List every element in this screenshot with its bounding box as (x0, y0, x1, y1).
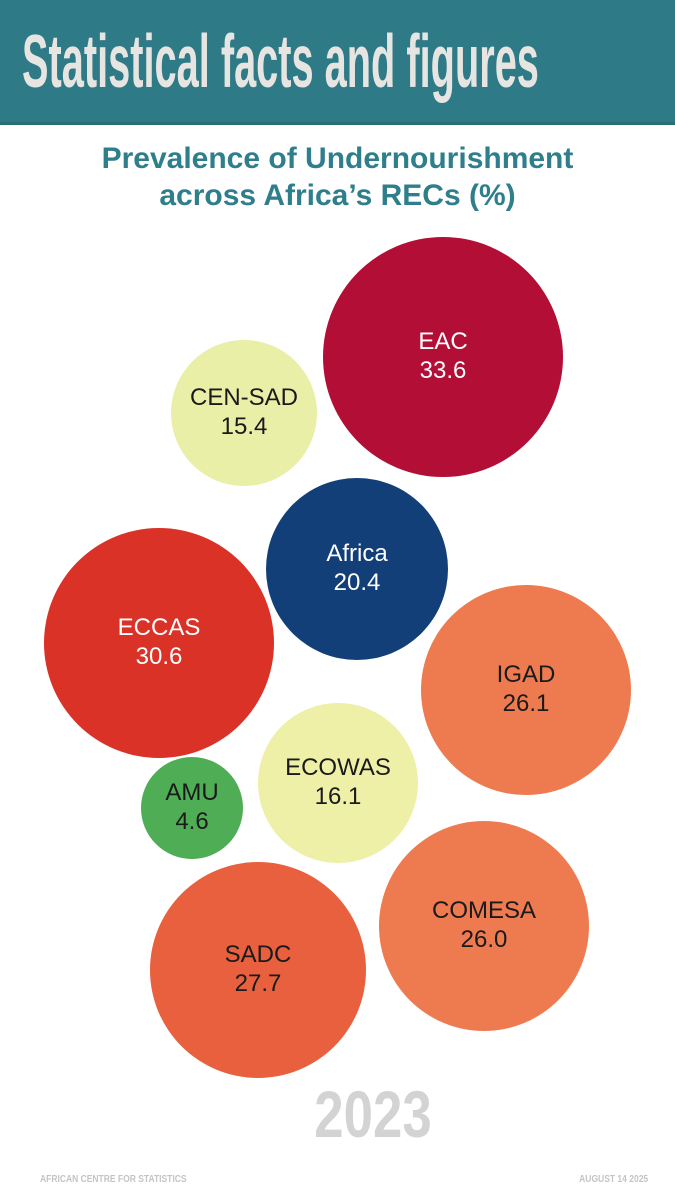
bubble-value: 30.6 (135, 643, 183, 670)
bubble-value: 27.7 (234, 970, 282, 997)
chart-title-line1: Prevalence of Undernourishment (101, 142, 574, 175)
chart-title: Prevalence of Undernourishment across Af… (0, 141, 675, 214)
bubble-value: 15.4 (220, 413, 268, 440)
bubble-label: COMESA (431, 897, 536, 925)
bubble-label: ECOWAS (285, 754, 391, 782)
bubble-cen-sad: CEN-SAD 15.4 (171, 340, 317, 486)
bubble-value: 26.1 (502, 690, 550, 717)
bubble-value: 26.0 (460, 926, 508, 953)
bubble-value: 4.6 (175, 808, 209, 835)
footer-source: AFRICAN CENTRE FOR STATISTICS (40, 1174, 212, 1185)
header-banner: Statistical facts and figures (0, 0, 675, 125)
bubble-value: 33.6 (419, 357, 467, 384)
bubble-label: Africa (326, 540, 388, 568)
bubble-value: 16.1 (314, 783, 362, 810)
page-title: Statistical facts and figures (0, 18, 675, 103)
bubble-comesa: COMESA 26.0 (379, 821, 589, 1031)
bubble-label: CEN-SAD (189, 384, 298, 412)
bubble-africa: Africa 20.4 (266, 478, 448, 660)
bubble-label: SADC (224, 941, 292, 969)
bubble-label: IGAD (496, 661, 556, 689)
bubble-value: 20.4 (333, 569, 381, 596)
bubble-eac: EAC 33.6 (323, 237, 563, 477)
footer-source-text: AFRICAN CENTRE FOR STATISTICS (40, 1174, 187, 1185)
bubble-sadc: SADC 27.7 (150, 862, 366, 1078)
year-watermark-text: 2023 (314, 1077, 432, 1151)
bubble-igad: IGAD 26.1 (421, 585, 631, 795)
page-title-text: Statistical facts and figures (22, 18, 539, 103)
bubble-label: AMU (165, 779, 219, 807)
bubble-label: EAC (418, 328, 468, 356)
year-watermark: 2023 (300, 1081, 447, 1147)
footer-date-text: AUGUST 14 2025 (579, 1174, 648, 1185)
footer-date: AUGUST 14 2025 (567, 1174, 648, 1185)
bubble-amu: AMU 4.6 (141, 757, 243, 859)
bubble-eccas: ECCAS 30.6 (44, 528, 274, 758)
bubble-ecowas: ECOWAS 16.1 (258, 703, 418, 863)
bubble-label: ECCAS (117, 614, 201, 642)
chart-title-line2: across Africa’s RECs (%) (159, 178, 516, 212)
